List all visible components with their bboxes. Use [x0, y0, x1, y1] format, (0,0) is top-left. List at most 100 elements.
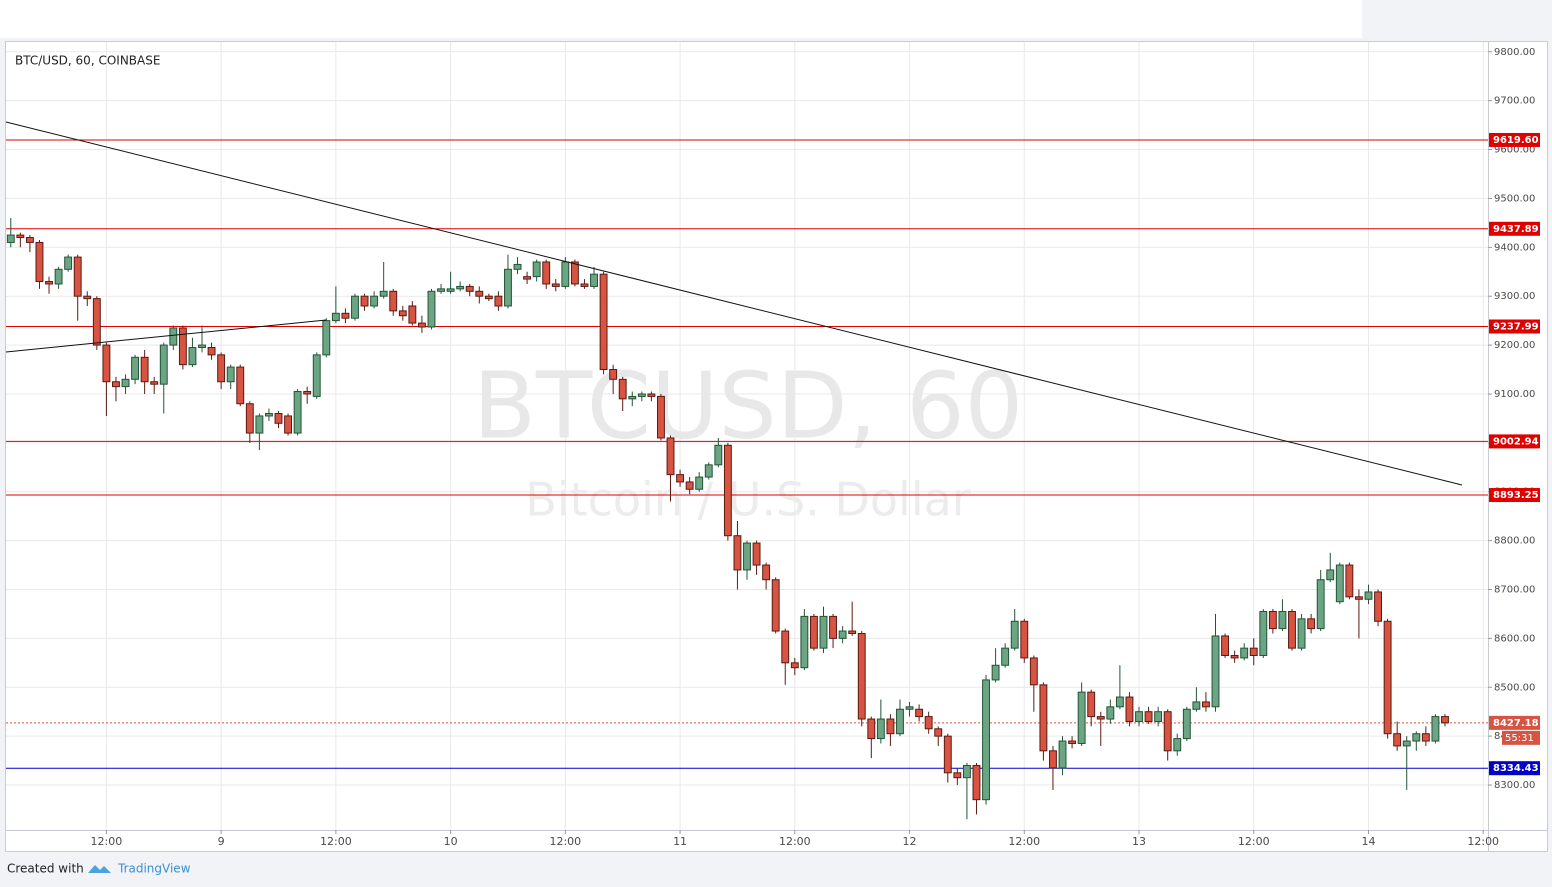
- level-line-tag: [1489, 488, 1540, 503]
- candle-body: [1163, 711, 1172, 752]
- candle-body: [896, 708, 904, 735]
- candle-body: [523, 276, 532, 280]
- candle-body: [1374, 591, 1382, 622]
- y-tick-label: 8300.00: [1494, 780, 1535, 791]
- candle-body: [752, 542, 761, 566]
- candle-body: [341, 312, 350, 319]
- candle-body: [456, 285, 465, 290]
- x-tick-label: 12:00: [1467, 835, 1499, 848]
- x-tick-label: 12:00: [1008, 835, 1040, 848]
- candle-body: [1125, 696, 1134, 722]
- candle-body: [1001, 647, 1010, 666]
- candle-body: [351, 295, 359, 319]
- candle-body: [819, 615, 828, 649]
- candle-body: [1326, 569, 1335, 581]
- level-line-tag: [1489, 319, 1540, 334]
- candle-body: [1192, 701, 1201, 710]
- level-line-label: 8334.43: [1493, 763, 1539, 774]
- candle-body: [1345, 564, 1354, 598]
- candle-body: [1268, 610, 1277, 630]
- candle-body: [1316, 579, 1325, 630]
- candle-body: [217, 354, 226, 383]
- candle-body: [389, 290, 398, 312]
- candle-body: [45, 281, 53, 285]
- level-line-label: 8893.25: [1493, 490, 1539, 501]
- candle-body: [934, 728, 943, 737]
- grid: [6, 42, 1488, 830]
- candle-body: [1010, 620, 1019, 649]
- candle-body: [245, 403, 254, 434]
- candle-body: [886, 718, 895, 735]
- candle-body: [102, 344, 111, 383]
- y-tick-label: 9200.00: [1494, 340, 1535, 351]
- candle-body: [465, 285, 474, 292]
- candle-body: [1354, 596, 1363, 600]
- candle-body: [991, 664, 1000, 681]
- candle-body: [953, 772, 962, 779]
- candle-body: [255, 415, 264, 434]
- candle-body: [1068, 740, 1077, 744]
- candle-body: [599, 273, 608, 371]
- candle-body: [379, 290, 388, 297]
- candle-body: [150, 381, 159, 385]
- candle-body: [274, 413, 283, 424]
- level-line-tag: [1489, 221, 1540, 236]
- candle-body: [1221, 635, 1230, 656]
- price-tags: 9619.60 9437.89 9237.99 9002.94 8893.25 8334.…: [1489, 132, 1540, 776]
- y-tick-label: 9400.00: [1494, 242, 1535, 253]
- candle-body: [64, 256, 73, 270]
- candle-body: [1230, 654, 1239, 659]
- candle-body: [303, 391, 312, 395]
- y-tick-label: 8800.00: [1494, 536, 1535, 547]
- candle-body: [427, 290, 436, 328]
- brand-link[interactable]: TradingView: [117, 862, 191, 876]
- candle-body: [207, 347, 216, 356]
- candle-body: [437, 288, 445, 292]
- candle-body: [54, 268, 63, 285]
- candle-body: [637, 393, 646, 397]
- candle-body: [1058, 740, 1067, 769]
- candle-body: [513, 263, 522, 270]
- chart-title: BTC/USD, 60, COINBASE: [15, 54, 160, 68]
- x-tick-label: 12:00: [1238, 835, 1270, 848]
- candle-body: [140, 356, 149, 383]
- candle-body: [695, 476, 704, 490]
- candle-body: [857, 632, 866, 720]
- candle-body: [790, 662, 799, 669]
- candle-body: [494, 295, 503, 307]
- candles: [6, 217, 1449, 820]
- level-line-label: 9437.89: [1493, 224, 1539, 235]
- candle-body: [1020, 620, 1029, 659]
- candle-body: [6, 234, 15, 243]
- candle-body: [771, 579, 780, 632]
- candle-body: [16, 234, 25, 239]
- x-tick-label: 9: [218, 835, 225, 848]
- top-bar: [0, 0, 1362, 38]
- candle-body: [982, 679, 990, 801]
- y-tick-label: 9700.00: [1494, 96, 1535, 107]
- candle-body: [370, 295, 379, 307]
- candle-body: [570, 261, 579, 285]
- candle-body: [121, 378, 130, 388]
- candle-body: [551, 283, 560, 287]
- candle-body: [1393, 733, 1402, 747]
- x-tick-label: 12:00: [91, 835, 123, 848]
- candle-body: [25, 237, 34, 243]
- y-tick-label: 9100.00: [1494, 389, 1535, 400]
- candle-body: [704, 464, 713, 478]
- candle-body: [867, 718, 876, 740]
- candle-body: [484, 295, 493, 300]
- candle-body: [408, 305, 417, 324]
- candle-body: [1278, 610, 1287, 630]
- candle-body: [1182, 708, 1191, 740]
- candle-body: [972, 764, 981, 801]
- candle-body: [312, 354, 321, 397]
- x-tick-label: 10: [444, 835, 458, 848]
- candle-body: [532, 261, 541, 278]
- x-tick-label: 12:00: [779, 835, 811, 848]
- x-tick-label: 11: [673, 835, 687, 848]
- candle-body: [236, 366, 245, 405]
- candle-body: [322, 320, 331, 356]
